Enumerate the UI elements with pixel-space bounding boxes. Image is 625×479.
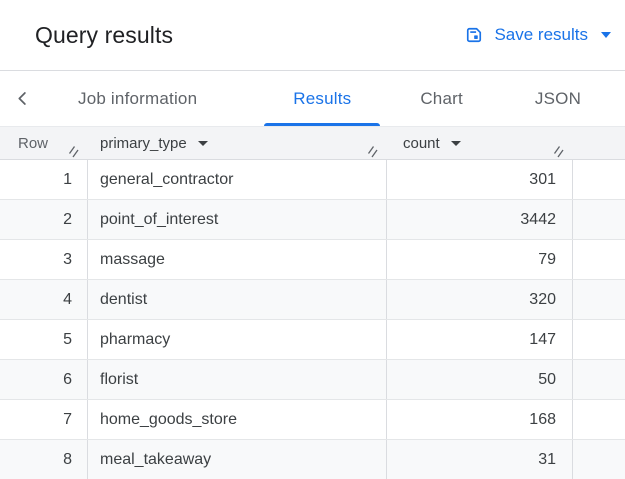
column-header-row: Row (0, 127, 88, 159)
table-header-row: Row primary_type count (0, 126, 625, 160)
table-row: 6 florist 50 (0, 360, 625, 400)
table-row: 2 point_of_interest 3442 (0, 200, 625, 240)
table-row: 7 home_goods_store 168 (0, 400, 625, 440)
save-results-label: Save results (494, 25, 588, 44)
tab-bar: Job information Results Chart JSON (0, 70, 625, 126)
row-number-cell: 8 (0, 440, 88, 479)
column-dropdown-caret-icon[interactable] (450, 140, 461, 146)
primary-type-cell: meal_takeaway (88, 440, 387, 479)
back-chevron-button[interactable] (0, 71, 45, 126)
row-number-cell: 2 (0, 200, 88, 239)
save-icon (464, 25, 484, 45)
results-table: Row primary_type count (0, 126, 625, 479)
row-number-cell: 3 (0, 240, 88, 279)
count-cell: 320 (387, 280, 573, 319)
caret-down-icon (601, 32, 611, 38)
table-row: 8 meal_takeaway 31 (0, 440, 625, 479)
column-label: primary_type (100, 134, 187, 152)
page-title: Query results (35, 21, 174, 48)
tab-job-information[interactable]: Job information (45, 71, 230, 126)
row-spacer-cell (573, 240, 625, 279)
column-header-primary-type[interactable]: primary_type (88, 127, 387, 159)
row-spacer-cell (573, 200, 625, 239)
count-cell: 301 (387, 160, 573, 199)
row-spacer-cell (573, 400, 625, 439)
row-number-cell: 4 (0, 280, 88, 319)
count-cell: 3442 (387, 200, 573, 239)
count-cell: 79 (387, 240, 573, 279)
column-label: Row (18, 134, 49, 152)
primary-type-cell: massage (88, 240, 387, 279)
column-resize-handle[interactable] (367, 144, 380, 158)
row-number-cell: 5 (0, 320, 88, 359)
row-spacer-cell (573, 160, 625, 199)
row-number-cell: 1 (0, 160, 88, 199)
count-cell: 50 (387, 360, 573, 399)
row-spacer-cell (573, 320, 625, 359)
tab-json[interactable]: JSON (507, 71, 609, 126)
tabs: Job information Results Chart JSON (45, 71, 609, 126)
table-row: 5 pharmacy 147 (0, 320, 625, 360)
column-header-count[interactable]: count (387, 127, 573, 159)
topbar: Query results Save results (0, 0, 625, 70)
count-cell: 147 (387, 320, 573, 359)
column-label: count (403, 134, 440, 152)
table-body: 1 general_contractor 301 2 point_of_inte… (0, 160, 625, 479)
primary-type-cell: point_of_interest (88, 200, 387, 239)
primary-type-cell: general_contractor (88, 160, 387, 199)
row-spacer-cell (573, 440, 625, 479)
row-spacer-cell (573, 280, 625, 319)
primary-type-cell: pharmacy (88, 320, 387, 359)
save-results-button[interactable]: Save results (464, 25, 611, 45)
chevron-left-icon (13, 89, 32, 108)
row-number-cell: 7 (0, 400, 88, 439)
count-cell: 168 (387, 400, 573, 439)
primary-type-cell: florist (88, 360, 387, 399)
column-dropdown-caret-icon[interactable] (197, 140, 208, 146)
column-resize-handle[interactable] (68, 144, 81, 158)
tab-chart[interactable]: Chart (393, 71, 490, 126)
table-row: 1 general_contractor 301 (0, 160, 625, 200)
primary-type-cell: dentist (88, 280, 387, 319)
table-row: 3 massage 79 (0, 240, 625, 280)
tab-results[interactable]: Results (264, 71, 381, 126)
column-resize-handle[interactable] (553, 144, 566, 158)
row-spacer-cell (573, 360, 625, 399)
row-number-cell: 6 (0, 360, 88, 399)
table-row: 4 dentist 320 (0, 280, 625, 320)
count-cell: 31 (387, 440, 573, 479)
column-header-spacer (573, 127, 625, 159)
primary-type-cell: home_goods_store (88, 400, 387, 439)
